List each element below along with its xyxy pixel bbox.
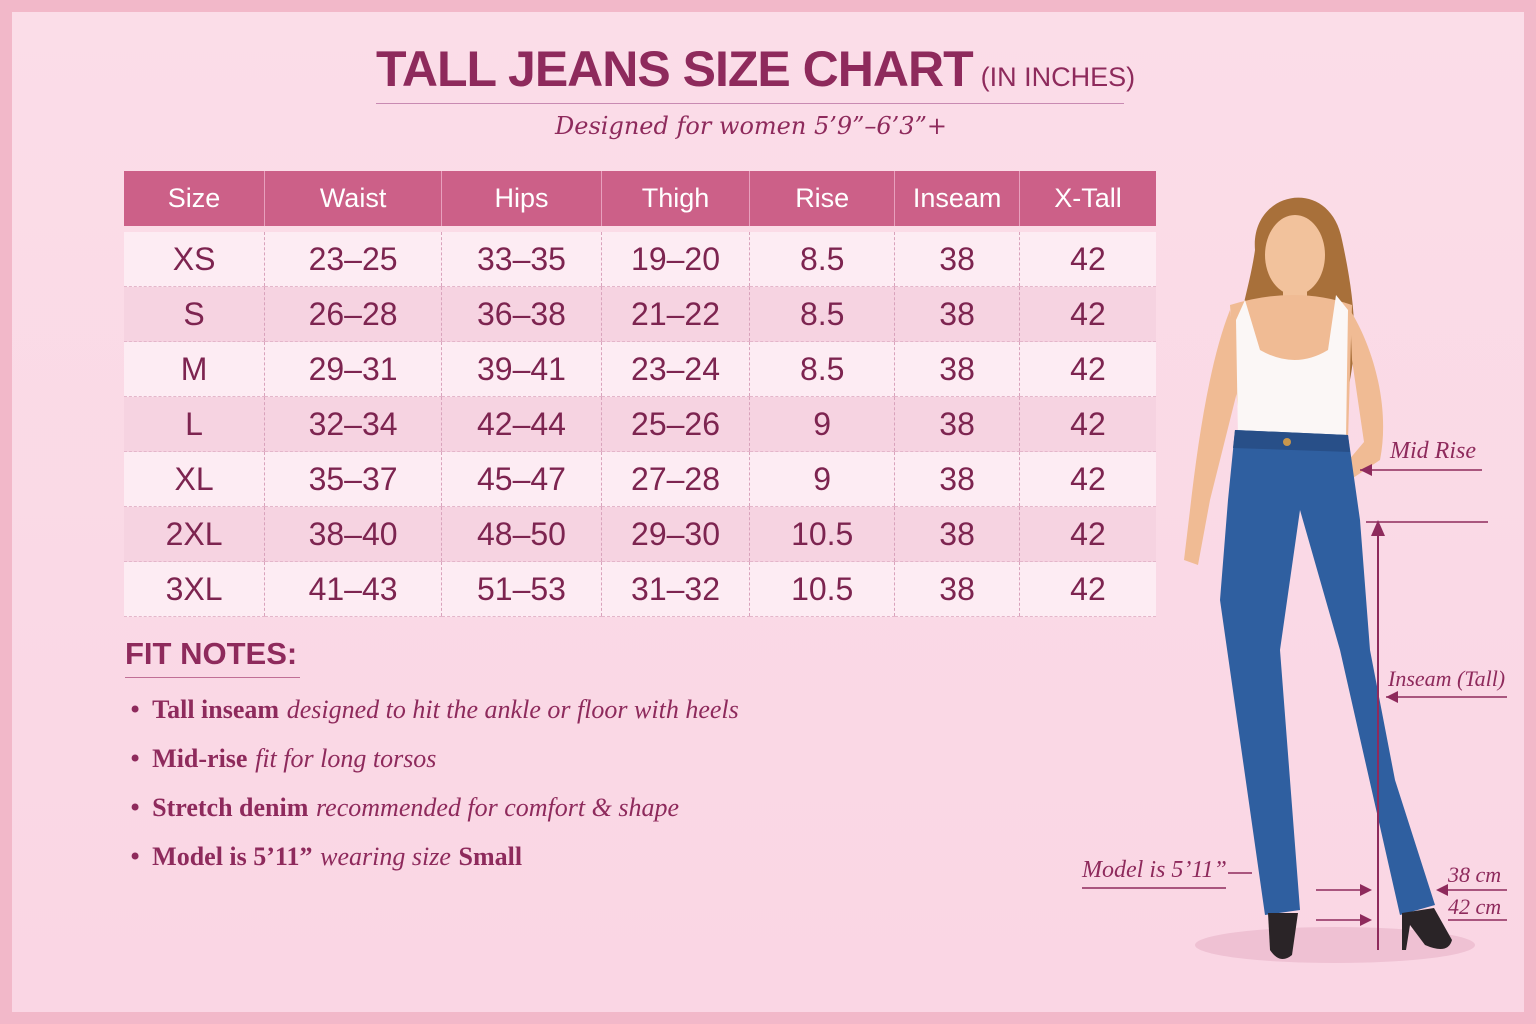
fit-note-bold: Model is 5’11” bbox=[152, 842, 313, 871]
table-cell: 42 bbox=[1018, 341, 1156, 397]
table-cell: 36–38 bbox=[441, 286, 602, 342]
table-cell: 27–28 bbox=[600, 451, 750, 507]
title-main: TALL JEANS SIZE CHART bbox=[376, 41, 974, 97]
inseam-label: Inseam (Tall) bbox=[1388, 666, 1506, 691]
table-cell: 23–25 bbox=[264, 232, 442, 287]
table-cell: 8.5 bbox=[749, 286, 895, 342]
fit-note-text: fit for long torsos bbox=[255, 744, 437, 773]
column-header-rise: Rise bbox=[749, 171, 895, 226]
table-cell: 8.5 bbox=[749, 341, 895, 397]
model-figure: Mid Rise Inseam (Tall) Model is 5’11” 38… bbox=[1080, 180, 1520, 980]
fit-note-item: Mid-rise fit for long torsos bbox=[128, 744, 739, 793]
table-cell: 3XL bbox=[124, 561, 265, 617]
table-cell: 41–43 bbox=[264, 561, 442, 617]
table-cell: 42 bbox=[1018, 286, 1156, 342]
column-header-thigh: Thigh bbox=[600, 171, 750, 226]
table-row: S 26–28 36–38 21–22 8.5 38 42 bbox=[124, 286, 1156, 342]
table-cell: 33–35 bbox=[441, 232, 602, 287]
model-height-label: Model is 5’11” bbox=[1082, 857, 1227, 883]
fit-note-text: wearing size bbox=[320, 842, 451, 871]
table-cell: 29–31 bbox=[264, 341, 442, 397]
table-cell: 10.5 bbox=[749, 561, 895, 617]
column-header-inseam: Inseam bbox=[894, 171, 1020, 226]
table-cell: S bbox=[124, 286, 265, 342]
table-cell: 38 bbox=[894, 506, 1020, 562]
table-cell: 19–20 bbox=[600, 232, 750, 287]
model-illustration bbox=[1082, 197, 1507, 963]
fit-note-text: designed to hit the ankle or floor with … bbox=[286, 695, 739, 724]
cm-42-label: 42 cm bbox=[1448, 894, 1502, 919]
table-cell: XS bbox=[124, 232, 265, 287]
table-cell: 45–47 bbox=[441, 451, 602, 507]
table-cell: 38 bbox=[894, 341, 1020, 397]
column-header-x-tall: X-Tall bbox=[1018, 171, 1156, 226]
table-cell: L bbox=[124, 396, 265, 452]
table-cell: 42 bbox=[1018, 561, 1156, 617]
table-cell: 21–22 bbox=[600, 286, 750, 342]
table-row: XS 23–25 33–35 19–20 8.5 38 42 bbox=[124, 232, 1156, 287]
table-cell: 25–26 bbox=[600, 396, 750, 452]
table-row: XL 35–37 45–47 27–28 9 38 42 bbox=[124, 451, 1156, 507]
table-cell: 38 bbox=[894, 286, 1020, 342]
mid-rise-label: Mid Rise bbox=[1390, 438, 1476, 464]
table-cell: 9 bbox=[749, 396, 895, 452]
table-row: 3XL 41–43 51–53 31–32 10.5 38 42 bbox=[124, 561, 1156, 617]
table-cell: 38 bbox=[894, 451, 1020, 507]
size-table: Size Waist Hips Thigh Rise Inseam X-Tall XS 23–… bbox=[124, 171, 1156, 617]
table-cell: 8.5 bbox=[749, 232, 895, 287]
column-header-waist: Waist bbox=[264, 171, 442, 226]
table-cell: 38 bbox=[894, 561, 1020, 617]
table-cell: 9 bbox=[749, 451, 895, 507]
table-row: M 29–31 39–41 23–24 8.5 38 42 bbox=[124, 341, 1156, 397]
table-cell: 42 bbox=[1018, 396, 1156, 452]
fit-note-text: recommended for comfort & shape bbox=[316, 793, 680, 822]
table-cell: 48–50 bbox=[441, 506, 602, 562]
table-cell: 26–28 bbox=[264, 286, 442, 342]
table-cell: 51–53 bbox=[441, 561, 602, 617]
title-divider bbox=[376, 103, 1124, 104]
table-cell: 35–37 bbox=[264, 451, 442, 507]
table-cell: 32–34 bbox=[264, 396, 442, 452]
fit-note-bold-end: Small bbox=[458, 842, 523, 871]
table-row: L 32–34 42–44 25–26 9 38 42 bbox=[124, 396, 1156, 452]
fit-note-bold: Mid-rise bbox=[152, 744, 248, 773]
fit-note-item: Model is 5’11” wearing size Small bbox=[128, 842, 739, 891]
fit-note-item: Stretch denim recommended for comfort & … bbox=[128, 793, 739, 842]
table-cell: M bbox=[124, 341, 265, 397]
table-cell: 29–30 bbox=[600, 506, 750, 562]
fit-notes-list: Tall inseam designed to hit the ankle or… bbox=[128, 695, 739, 891]
table-cell: 38–40 bbox=[264, 506, 442, 562]
table-cell: 2XL bbox=[124, 506, 265, 562]
table-cell: 23–24 bbox=[600, 341, 750, 397]
fit-notes-heading: FIT NOTES: bbox=[125, 636, 298, 671]
table-header: Size Waist Hips Thigh Rise Inseam X-Tall bbox=[124, 171, 1156, 226]
fit-note-item: Tall inseam designed to hit the ankle or… bbox=[128, 695, 739, 744]
column-header-hips: Hips bbox=[441, 171, 602, 226]
fit-notes-divider bbox=[125, 677, 300, 678]
table-cell: 39–41 bbox=[441, 341, 602, 397]
fit-note-bold: Tall inseam bbox=[152, 695, 280, 724]
table-cell: 42–44 bbox=[441, 396, 602, 452]
table-cell: 10.5 bbox=[749, 506, 895, 562]
table-cell: 31–32 bbox=[600, 561, 750, 617]
subtitle: Designed for women 5’9”–6’3”+ bbox=[555, 112, 947, 140]
table-cell: 38 bbox=[894, 232, 1020, 287]
table-cell: 38 bbox=[894, 396, 1020, 452]
table-row: 2XL 38–40 48–50 29–30 10.5 38 42 bbox=[124, 506, 1156, 562]
table-cell: 42 bbox=[1018, 506, 1156, 562]
cm-38-label: 38 cm bbox=[1448, 862, 1502, 887]
table-cell: 42 bbox=[1018, 451, 1156, 507]
table-cell: 42 bbox=[1018, 232, 1156, 287]
fit-note-bold: Stretch denim bbox=[152, 793, 309, 822]
column-header-size: Size bbox=[124, 171, 265, 226]
title-unit: (IN INCHES) bbox=[980, 62, 1136, 92]
page-title: TALL JEANS SIZE CHART (IN INCHES) bbox=[376, 40, 1135, 98]
table-cell: XL bbox=[124, 451, 265, 507]
